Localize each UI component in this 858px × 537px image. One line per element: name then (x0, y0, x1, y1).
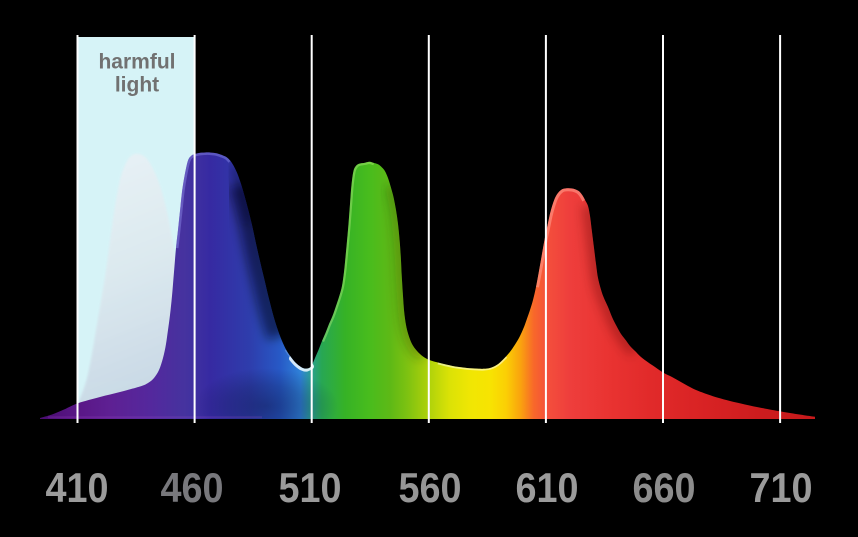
svg-text:510: 510 (279, 464, 342, 511)
svg-text:560: 560 (399, 464, 462, 511)
svg-text:710: 710 (750, 464, 813, 511)
svg-text:harmful: harmful (98, 51, 175, 74)
svg-text:light: light (115, 74, 159, 97)
svg-text:410: 410 (46, 464, 109, 511)
svg-text:660: 660 (633, 464, 696, 511)
svg-text:460: 460 (161, 464, 224, 511)
svg-text:610: 610 (516, 464, 579, 511)
